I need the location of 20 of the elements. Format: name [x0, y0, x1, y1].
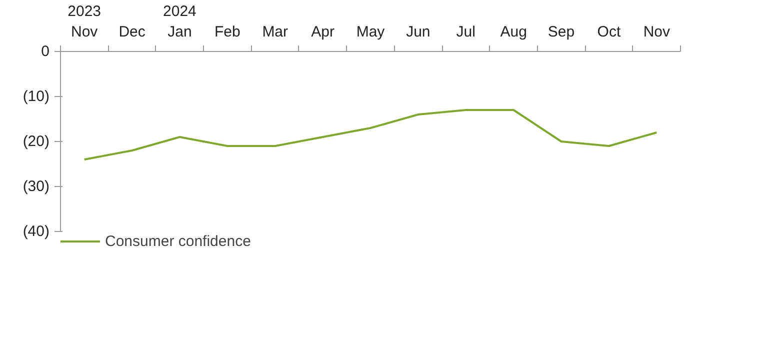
x-tick-label: 2024 Jan	[163, 3, 196, 40]
x-tick-label: Apr	[311, 24, 334, 40]
x-tick-label: Dec	[118, 24, 146, 40]
y-tick-label: (40)	[22, 223, 50, 240]
x-tick-label: Mar	[262, 24, 288, 40]
x-tick-label: May	[356, 24, 386, 40]
x-tick-label: Sep	[548, 24, 575, 40]
x-tick-label: Nov	[643, 24, 670, 40]
y-tick-label: (30)	[22, 178, 50, 195]
y-tick-label: (10)	[22, 88, 50, 105]
y-tick-label: 0	[41, 43, 50, 60]
x-tick-label: Jul	[456, 24, 476, 40]
x-tick-label: Feb	[214, 24, 240, 40]
legend-label: Consumer confidence	[105, 232, 251, 250]
x-tick-label: Jun	[406, 24, 430, 40]
line-series	[83, 109, 658, 160]
x-tick-label: Aug	[500, 24, 527, 40]
x-tick-label: Oct	[597, 24, 622, 40]
x-tick-label: 2023 Nov	[68, 3, 102, 40]
y-tick-label: (20)	[22, 133, 50, 150]
